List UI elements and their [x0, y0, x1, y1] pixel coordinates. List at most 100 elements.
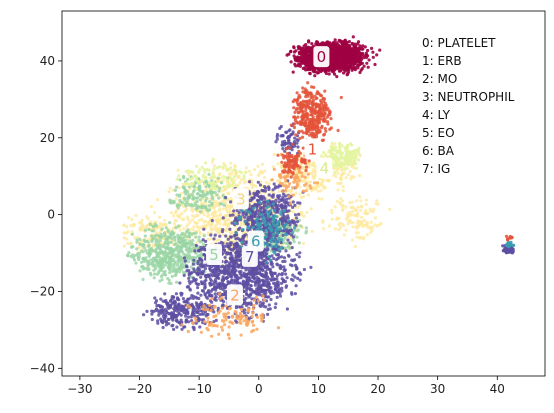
- data-point: [351, 238, 354, 241]
- data-point: [329, 111, 332, 114]
- data-point: [300, 130, 303, 133]
- data-point: [323, 106, 326, 109]
- data-point: [249, 288, 252, 291]
- data-point: [339, 182, 342, 185]
- data-point: [254, 284, 257, 287]
- data-point: [141, 278, 144, 281]
- data-point: [294, 191, 297, 194]
- data-point: [205, 208, 208, 211]
- data-point: [176, 244, 179, 247]
- data-point: [296, 229, 299, 232]
- data-point: [274, 306, 277, 309]
- data-point: [196, 268, 199, 271]
- data-point: [374, 216, 377, 219]
- data-point: [218, 235, 221, 238]
- data-point: [375, 199, 378, 202]
- data-point: [264, 242, 267, 245]
- data-point: [253, 299, 256, 302]
- data-point: [223, 189, 226, 192]
- data-point: [206, 317, 209, 320]
- data-point: [302, 242, 305, 245]
- data-point: [358, 174, 361, 177]
- data-point: [192, 232, 195, 235]
- data-point: [201, 271, 204, 274]
- data-point: [355, 231, 358, 234]
- data-point: [182, 297, 185, 300]
- data-point: [223, 323, 226, 326]
- data-point: [273, 168, 276, 171]
- data-point: [376, 224, 379, 227]
- data-point: [184, 245, 187, 248]
- data-point: [159, 258, 162, 261]
- data-point: [275, 215, 278, 218]
- data-point: [229, 162, 232, 165]
- data-point: [163, 317, 166, 320]
- data-point: [175, 281, 178, 284]
- data-point: [238, 255, 241, 258]
- data-point: [168, 268, 171, 271]
- data-point: [291, 231, 294, 234]
- data-point: [270, 240, 273, 243]
- data-point: [206, 191, 209, 194]
- data-point: [326, 122, 329, 125]
- data-point: [135, 238, 138, 241]
- data-point: [256, 165, 259, 168]
- data-point: [322, 100, 325, 103]
- data-point: [257, 174, 260, 177]
- data-point: [200, 206, 203, 209]
- data-point: [250, 173, 253, 176]
- data-point: [275, 241, 278, 244]
- data-point: [296, 145, 299, 148]
- data-point: [195, 311, 198, 314]
- data-point: [334, 175, 337, 178]
- data-point: [189, 257, 192, 260]
- data-point: [349, 157, 352, 160]
- data-point: [216, 265, 219, 268]
- data-point: [350, 213, 353, 216]
- data-point: [203, 287, 206, 290]
- data-point: [225, 304, 228, 307]
- data-point: [344, 206, 347, 209]
- data-point: [158, 269, 161, 272]
- data-point: [186, 198, 189, 201]
- data-point: [198, 226, 201, 229]
- data-point: [178, 178, 181, 181]
- data-point: [165, 311, 168, 314]
- data-point: [237, 259, 240, 262]
- data-point: [283, 209, 286, 212]
- data-point: [331, 142, 334, 145]
- data-point: [333, 171, 336, 174]
- data-point: [305, 115, 308, 118]
- data-point: [293, 126, 296, 129]
- data-point: [259, 170, 262, 173]
- data-point: [305, 113, 308, 116]
- data-point: [228, 204, 231, 207]
- data-point: [160, 320, 163, 323]
- data-point: [183, 256, 186, 259]
- data-point: [304, 231, 307, 234]
- data-point: [287, 135, 290, 138]
- data-point: [210, 185, 213, 188]
- data-point: [235, 242, 238, 245]
- data-point: [187, 301, 190, 304]
- data-point: [221, 242, 224, 245]
- data-point: [153, 276, 156, 279]
- data-point: [240, 266, 243, 269]
- data-point: [151, 229, 154, 232]
- data-point: [278, 273, 281, 276]
- data-point: [289, 202, 292, 205]
- data-point: [225, 210, 228, 213]
- data-point: [235, 311, 238, 314]
- data-point: [258, 291, 261, 294]
- data-point: [349, 161, 352, 164]
- data-point: [345, 167, 348, 170]
- data-point: [266, 200, 269, 203]
- data-point: [277, 281, 280, 284]
- data-point: [239, 270, 242, 273]
- data-point: [253, 214, 256, 217]
- data-point: [253, 277, 256, 280]
- data-point: [208, 323, 211, 326]
- data-point: [284, 131, 287, 134]
- data-point: [132, 224, 135, 227]
- data-point: [175, 186, 178, 189]
